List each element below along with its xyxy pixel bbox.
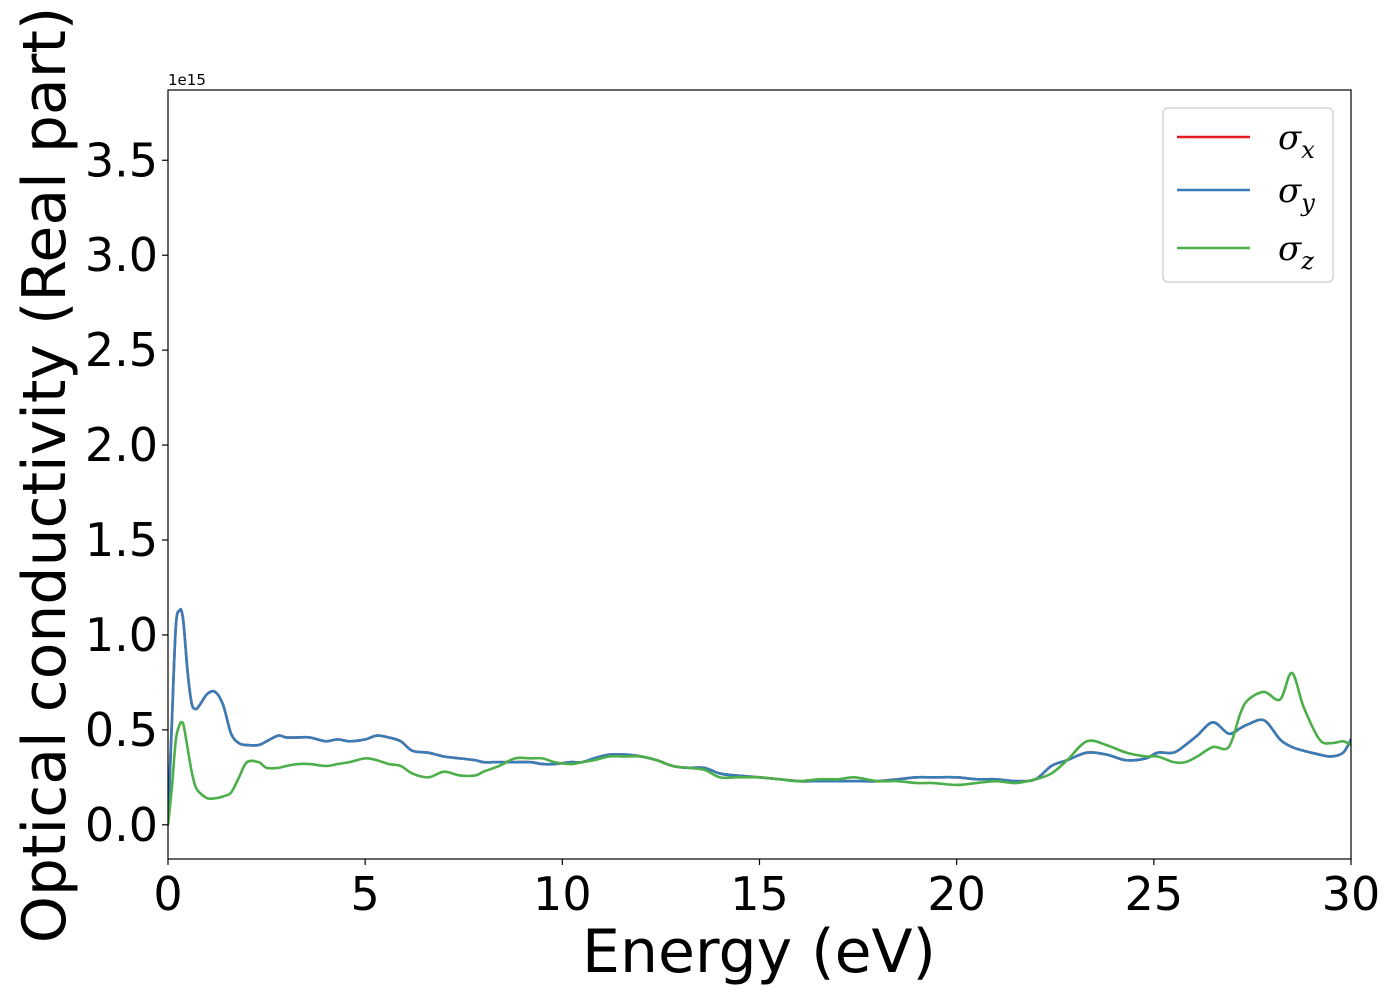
x-tick-label: 20 [927, 867, 986, 921]
series-line-2 [168, 607, 1351, 823]
y-axis-label: Optical conductivity (Real part) [10, 7, 80, 944]
series-line-1 [168, 607, 1351, 823]
series-line-3 [168, 671, 1351, 827]
series-layer [168, 607, 1351, 827]
x-tick-label: 25 [1125, 867, 1184, 921]
y-tick-label: 3.0 [85, 228, 158, 282]
legend-label: σx [1278, 118, 1315, 164]
x-tick-label: 10 [533, 867, 592, 921]
y-tick-label: 0.5 [85, 703, 158, 757]
x-tick-label: 0 [153, 867, 182, 921]
y-tick-label: 2.0 [85, 418, 158, 472]
legend-label: σz [1278, 229, 1314, 275]
x-tick-label: 30 [1322, 867, 1381, 921]
y-tick-label: 1.0 [85, 608, 158, 662]
y-tick-label: 3.5 [85, 133, 158, 187]
x-axis: 0 5 10 15 20 25 30 [153, 859, 1380, 921]
legend-label: σy [1278, 171, 1315, 217]
legend-box [1162, 107, 1334, 283]
y-tick-label: 0.0 [85, 798, 158, 852]
legend: σx σy σz [1162, 107, 1334, 283]
x-tick-label: 15 [730, 867, 789, 921]
y-axis: 0.0 0.5 1.0 1.5 2.0 2.5 3.0 3.5 [85, 133, 168, 852]
x-tick-label: 5 [351, 867, 380, 921]
y-tick-label: 1.5 [85, 513, 158, 567]
x-axis-label: Energy (eV) [582, 917, 936, 987]
y-tick-label: 2.5 [85, 323, 158, 377]
y-offset-label: 1e15 [168, 71, 206, 89]
